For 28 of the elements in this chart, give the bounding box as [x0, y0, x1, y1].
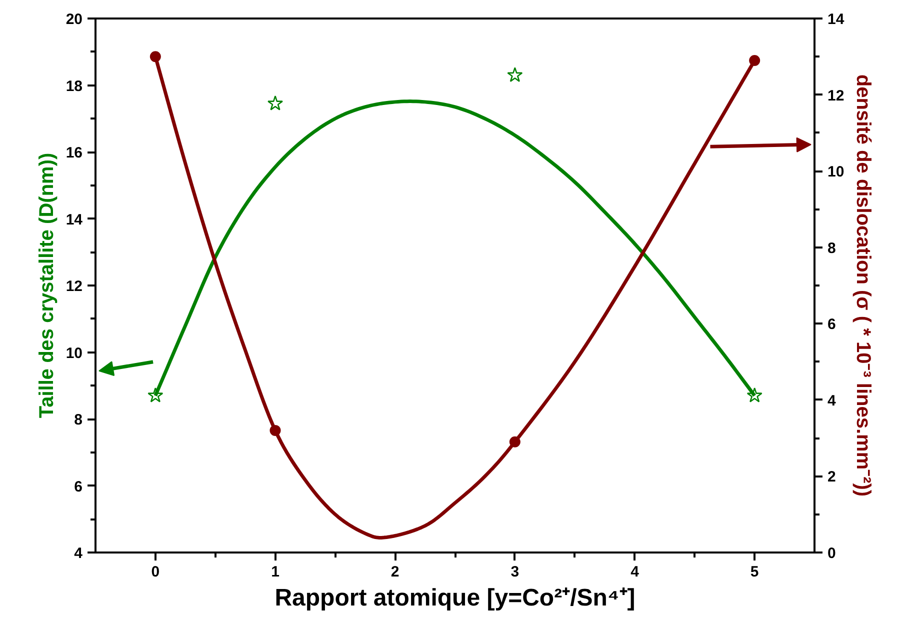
y-tick-label: 8 [74, 412, 82, 428]
y2-tick-label: 10 [828, 164, 844, 181]
y2-tick-label: 8 [828, 240, 836, 257]
y-tick-label: 12 [66, 278, 83, 295]
y2-tick-label: 12 [828, 87, 844, 104]
y-tick-label: 4 [74, 545, 84, 562]
point [267, 95, 284, 110]
x-tick-label: 4 [630, 564, 640, 580]
x-tick-label: 0 [151, 564, 160, 580]
y2-tick-label: 4 [828, 392, 836, 410]
x-axis-title: Rapport atomique [y=Co²⁺/Sn⁴⁺] [274, 584, 636, 612]
y-tick-label: 14 [66, 211, 84, 228]
y-tick-label: 20 [66, 11, 83, 28]
y2-tick-label: 2 [828, 468, 836, 486]
y-tick-label: 18 [66, 78, 83, 95]
y-tick-label: 10 [66, 344, 83, 362]
y2-tick-label: 0 [828, 545, 836, 562]
y2-axis-title: densité de dislocation (σ ( * 10⁻³ lines.mm⁻²)) [852, 74, 874, 497]
y-tick-label: 6 [74, 478, 82, 496]
x-tick-label: 5 [750, 564, 759, 580]
x-tick-label: 2 [390, 564, 400, 580]
y2-tick-label: 6 [828, 316, 836, 334]
y2-tick-label: 14 [828, 11, 845, 28]
point [507, 67, 523, 82]
x-tick-label: 1 [271, 564, 280, 580]
x-tick-label: 3 [510, 564, 520, 580]
y-axis-title: Taille des crystallite (D(nm)) [36, 152, 58, 418]
y-tick-label: 16 [66, 144, 83, 162]
